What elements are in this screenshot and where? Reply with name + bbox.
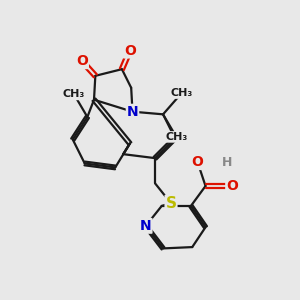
Text: S: S: [166, 196, 176, 211]
Text: H: H: [222, 156, 232, 169]
Text: N: N: [127, 105, 138, 119]
Text: O: O: [76, 54, 88, 68]
Text: O: O: [226, 179, 238, 193]
Text: N: N: [140, 219, 152, 233]
Text: CH₃: CH₃: [165, 132, 188, 142]
Text: O: O: [124, 44, 136, 58]
Text: O: O: [192, 155, 203, 169]
Text: CH₃: CH₃: [170, 88, 193, 98]
Text: CH₃: CH₃: [63, 89, 85, 99]
